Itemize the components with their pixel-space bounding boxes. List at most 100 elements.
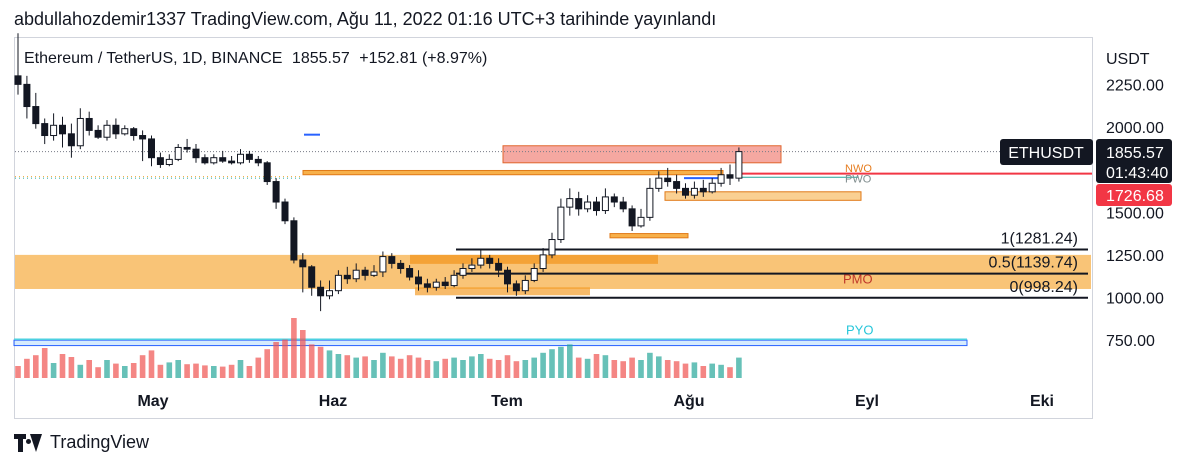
volume-bar	[575, 357, 582, 378]
volume-bar	[397, 358, 404, 378]
volume-bar	[522, 360, 529, 378]
volume-bar	[148, 350, 155, 378]
countdown-tag-value: 01:43:40	[1106, 165, 1168, 182]
volume-bar	[424, 360, 431, 378]
volume-bar	[656, 356, 662, 378]
candle-down	[14, 75, 22, 85]
volume-bar	[371, 360, 377, 378]
candle-up	[601, 196, 609, 212]
volume-bar	[478, 354, 484, 378]
candle-down	[441, 281, 449, 287]
volume-bar	[362, 356, 368, 378]
volume-bar	[700, 366, 707, 378]
volume-bar	[629, 357, 635, 378]
candle-down	[94, 129, 102, 138]
volume-bar	[104, 360, 110, 378]
candle-up	[432, 281, 440, 288]
candle-down	[308, 266, 316, 288]
time-axis-label: Eki	[1030, 393, 1054, 410]
time-axis-label: Eyl	[855, 393, 879, 410]
candle-down	[41, 123, 49, 137]
volume-bar	[611, 360, 618, 378]
axis-layer: USDT 2250.00 2000.00 1500.00 1250.00 1000.00 7…	[137, 51, 1172, 410]
candle-down	[682, 187, 689, 196]
candle-down	[290, 220, 298, 261]
volume-bar	[451, 357, 457, 378]
legend-change: +152.81 (+8.97%)	[359, 50, 488, 67]
volume-bar	[540, 352, 546, 378]
candle-down	[388, 256, 396, 264]
volume-bar	[389, 356, 395, 378]
candle-down	[726, 174, 734, 179]
level-layer: 1(1281.24) 0.5(1139.74) 0(998.24) PMO PYO NWO…	[15, 133, 1092, 337]
volume-bar	[682, 363, 689, 378]
candle-down	[575, 198, 583, 210]
red-level-tag-value: 1726.68	[1106, 188, 1164, 205]
symbol-legend: Ethereum / TetherUS, 1D, BINANCE 1855.57…	[24, 50, 492, 68]
volume-bar	[291, 318, 297, 378]
candle-down	[201, 157, 209, 164]
candle-down	[59, 124, 66, 135]
resistance-zone	[302, 169, 724, 176]
candle-down	[299, 259, 307, 268]
volume-bar	[335, 354, 342, 378]
time-axis-label: Tem	[491, 393, 523, 410]
candle-up	[637, 216, 645, 227]
candle-down	[512, 283, 520, 292]
volume-bar	[486, 358, 493, 378]
candle-up	[477, 257, 485, 266]
volume-bar	[193, 363, 199, 378]
price-axis-tick: 2000.00	[1106, 120, 1164, 137]
volume-bar	[122, 366, 128, 378]
symbol-name: Ethereum / TetherUS, 1D, BINANCE	[24, 50, 283, 67]
volume-bar	[344, 355, 351, 378]
candle-up	[468, 264, 476, 270]
candle-up	[210, 157, 218, 164]
candle-up	[165, 158, 173, 166]
volume-bar	[24, 358, 30, 378]
candle-down	[610, 196, 618, 203]
candle-up	[352, 269, 360, 280]
candle-up	[548, 239, 556, 256]
volume-bar	[246, 366, 253, 378]
candle-up	[76, 117, 84, 147]
volume-bar	[184, 364, 190, 378]
candle-up	[379, 256, 387, 273]
candle-down	[423, 283, 431, 288]
volume-bar	[406, 355, 413, 378]
last-price-tag-value: 1855.57	[1106, 145, 1164, 162]
candle-layer	[14, 33, 743, 312]
pwo-label: PWO	[845, 173, 872, 185]
volume-bar	[33, 355, 39, 378]
inner-orange-zone-low	[415, 287, 590, 296]
tradingview-brand[interactable]: TradingView	[14, 432, 149, 453]
volume-bar	[308, 344, 315, 378]
volume-bar	[469, 356, 475, 378]
candle-down	[192, 148, 200, 159]
candle-down	[673, 181, 681, 189]
volume-bar	[15, 366, 21, 378]
candle-down	[112, 124, 120, 135]
volume-bar	[211, 366, 217, 378]
candle-down	[317, 286, 325, 297]
candle-up	[450, 274, 458, 287]
candle-down	[139, 135, 147, 140]
price-axis-currency: USDT	[1106, 51, 1150, 68]
candle-up	[735, 151, 743, 179]
candle-down	[415, 276, 422, 285]
candle-down	[67, 133, 75, 147]
volume-bar	[415, 357, 422, 378]
pmo-label: PMO	[843, 271, 873, 286]
candle-down	[254, 158, 262, 164]
candle-up	[584, 201, 592, 210]
chart-frame[interactable]	[14, 37, 1093, 419]
volume-bar	[353, 357, 359, 378]
candle-down	[619, 201, 627, 210]
volume-bar	[282, 339, 288, 378]
volume-bar	[113, 363, 119, 378]
volume-bar	[77, 364, 84, 378]
fib-label: 0.5(1139.74)	[988, 255, 1078, 272]
brand-name: TradingView	[50, 432, 150, 452]
candle-down	[245, 153, 253, 160]
